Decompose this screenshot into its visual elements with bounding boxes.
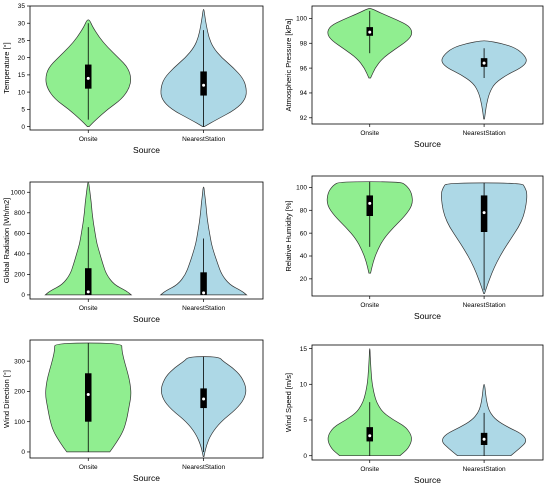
y-tick-label: 0 <box>21 449 25 456</box>
y-tick-label: 0 <box>21 124 25 131</box>
x-tick-label: Onsite <box>79 136 98 143</box>
y-tick-label: 80 <box>300 207 308 214</box>
chart-panel: 20 40 60 80 100 Relative Humidity [%] Onsite Ne… <box>284 175 544 321</box>
chart-panel: 0 5 10 15 20 25 30 35 Temperature [°] Onsite Neare… <box>2 3 264 155</box>
y-tick-label: 35 <box>18 3 26 10</box>
violin-iqr-box <box>85 64 92 89</box>
violin-median <box>202 291 206 295</box>
y-tick-label: 5 <box>303 417 307 424</box>
y-tick-label: 20 <box>18 55 26 62</box>
y-tick-label: 15 <box>18 72 26 79</box>
y-axis-title: Relative Humidity [%] <box>284 200 293 271</box>
y-axis-title: Temperature [°] <box>2 42 11 93</box>
plot-frame <box>29 339 264 459</box>
y-tick-label: 15 <box>300 346 308 353</box>
y-tick-label: 20 <box>300 276 308 283</box>
y-tick-label: 1000 <box>11 189 26 196</box>
violin-iqr-box <box>200 71 207 96</box>
y-tick-label: 0 <box>21 292 25 299</box>
violin-median <box>202 397 206 401</box>
x-tick-label: NearestStation <box>463 302 506 309</box>
y-tick-label: 100 <box>296 16 307 23</box>
y-tick-label: 60 <box>300 230 308 237</box>
y-axis-title: Wind Speed [m/s] <box>284 373 293 432</box>
x-axis-title: Source <box>133 145 160 155</box>
y-tick-label: 10 <box>300 381 308 388</box>
violin-median <box>482 61 486 65</box>
x-tick-label: NearestStation <box>182 305 225 312</box>
y-tick-label: 96 <box>300 65 308 72</box>
violin-iqr-box <box>366 195 373 216</box>
y-axis-title: Wind Direction [°] <box>2 370 11 428</box>
y-tick-label: 10 <box>18 89 26 96</box>
x-axis-title: Source <box>414 311 441 321</box>
y-tick-label: 100 <box>14 419 25 426</box>
y-tick-label: 94 <box>300 90 308 97</box>
y-tick-label: 98 <box>300 40 308 47</box>
x-axis-title: Source <box>414 475 441 485</box>
x-tick-label: Onsite <box>360 130 379 137</box>
y-tick-label: 400 <box>14 251 25 258</box>
y-tick-label: 200 <box>14 272 25 279</box>
violin-median <box>368 434 372 438</box>
violin-median <box>482 211 486 215</box>
plot-frame <box>29 5 264 131</box>
y-tick-label: 25 <box>18 38 26 45</box>
y-tick-label: 0 <box>303 453 307 460</box>
violin-iqr-box <box>85 268 92 295</box>
violin-median <box>86 76 90 80</box>
x-axis-title: Source <box>133 473 160 483</box>
plot-frame <box>311 344 544 461</box>
y-axis-title: Atmospheric Pressure [kPa] <box>284 19 293 112</box>
violin-median <box>202 83 206 87</box>
violin-iqr-box <box>200 272 207 295</box>
violin-median <box>86 392 90 396</box>
violin-median <box>368 201 372 205</box>
plot-frame <box>311 5 544 125</box>
plot-frame <box>29 181 264 300</box>
violin-iqr-box <box>85 373 92 422</box>
y-tick-label: 30 <box>18 20 26 27</box>
y-tick-label: 300 <box>14 358 25 365</box>
violin-median <box>86 290 90 294</box>
x-tick-label: NearestStation <box>463 130 506 137</box>
x-axis-title: Source <box>133 314 160 324</box>
x-tick-label: NearestStation <box>182 464 225 471</box>
violin-median <box>368 30 372 34</box>
y-tick-label: 800 <box>14 210 25 217</box>
violin-body <box>441 40 527 120</box>
x-tick-label: Onsite <box>360 302 379 309</box>
x-tick-label: Onsite <box>79 305 98 312</box>
chart-panel: 0 5 10 15 Wind Speed [m/s] Onsite NearestStati… <box>284 344 544 485</box>
y-tick-label: 600 <box>14 231 25 238</box>
x-tick-label: NearestStation <box>463 466 506 473</box>
x-tick-label: NearestStation <box>182 136 225 143</box>
y-tick-label: 92 <box>300 115 308 122</box>
y-tick-label: 100 <box>296 185 307 192</box>
plot-frame <box>311 175 544 297</box>
y-tick-label: 200 <box>14 389 25 396</box>
x-axis-title: Source <box>414 139 441 149</box>
y-tick-label: 5 <box>21 107 25 114</box>
x-tick-label: Onsite <box>79 464 98 471</box>
violin-median <box>482 437 486 441</box>
x-tick-label: Onsite <box>360 466 379 473</box>
y-axis-title: Global Radiation [Wh/m2] <box>2 198 11 283</box>
y-tick-label: 40 <box>300 253 308 260</box>
